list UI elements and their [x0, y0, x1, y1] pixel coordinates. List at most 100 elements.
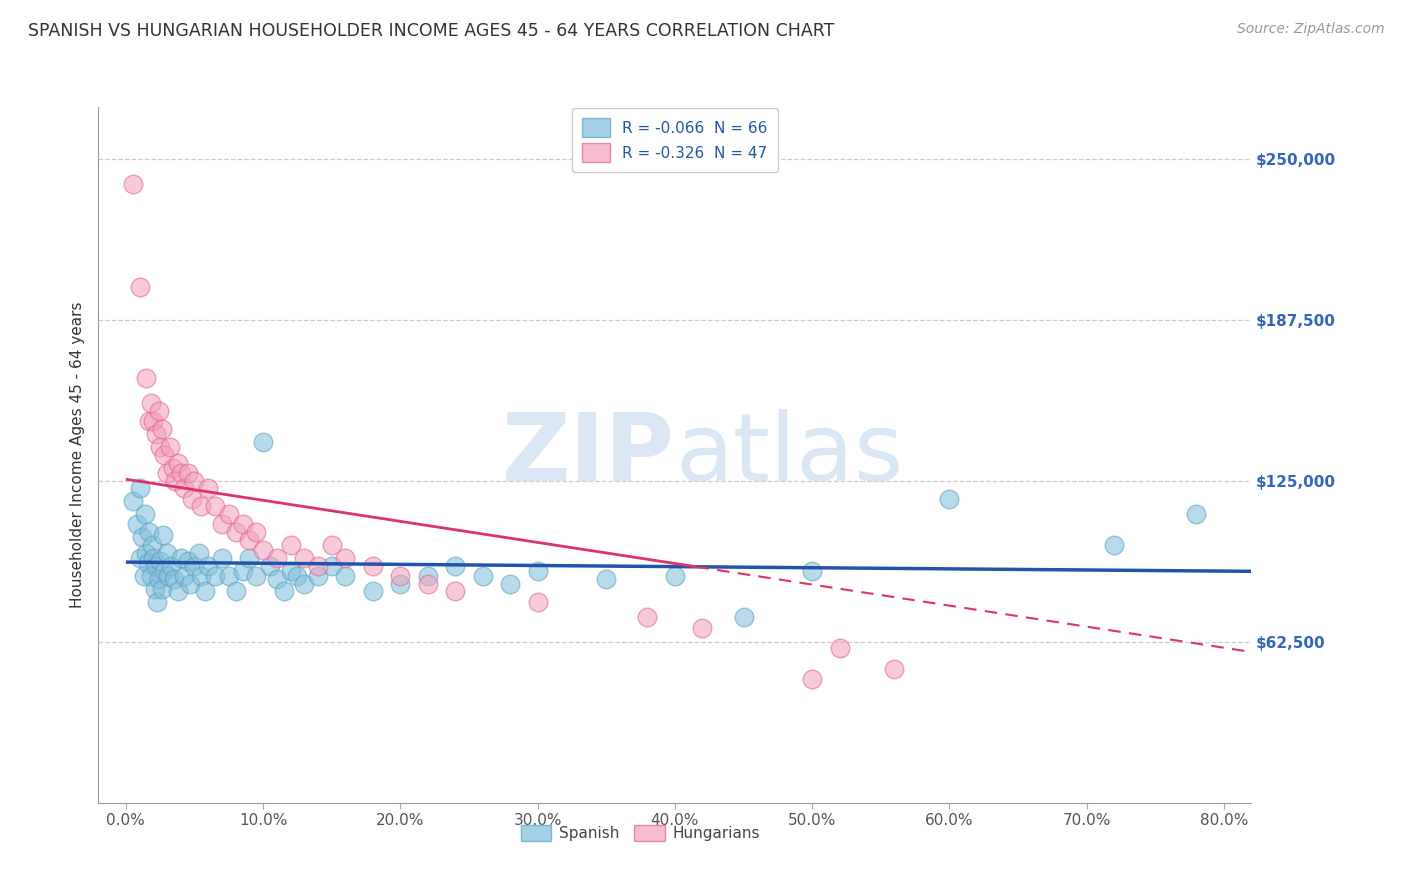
- Point: [266, 551, 288, 566]
- Point: [170, 551, 193, 566]
- Point: [156, 546, 179, 560]
- Point: [245, 569, 267, 583]
- Point: [335, 551, 357, 566]
- Point: [218, 507, 240, 521]
- Point: [225, 525, 247, 540]
- Point: [160, 558, 183, 573]
- Point: [252, 435, 274, 450]
- Point: [225, 584, 247, 599]
- Point: [141, 538, 163, 552]
- Point: [595, 572, 617, 586]
- Point: [153, 448, 176, 462]
- Point: [883, 662, 905, 676]
- Point: [163, 572, 186, 586]
- Point: [173, 482, 195, 496]
- Point: [801, 672, 824, 686]
- Point: [162, 460, 184, 475]
- Point: [231, 517, 254, 532]
- Point: [145, 427, 167, 442]
- Point: [444, 558, 467, 573]
- Point: [211, 551, 233, 566]
- Point: [152, 528, 174, 542]
- Point: [157, 569, 180, 583]
- Point: [145, 558, 167, 573]
- Point: [148, 404, 170, 418]
- Point: [197, 482, 219, 496]
- Point: [321, 538, 343, 552]
- Point: [159, 440, 181, 454]
- Point: [280, 538, 302, 552]
- Point: [176, 466, 198, 480]
- Point: [211, 517, 233, 532]
- Point: [156, 466, 179, 480]
- Text: SPANISH VS HUNGARIAN HOUSEHOLDER INCOME AGES 45 - 64 YEARS CORRELATION CHART: SPANISH VS HUNGARIAN HOUSEHOLDER INCOME …: [28, 22, 835, 40]
- Point: [238, 551, 260, 566]
- Point: [179, 576, 201, 591]
- Point: [170, 466, 193, 480]
- Point: [149, 553, 172, 567]
- Point: [183, 558, 205, 573]
- Point: [499, 576, 522, 591]
- Point: [1185, 507, 1208, 521]
- Point: [146, 595, 169, 609]
- Point: [148, 572, 170, 586]
- Point: [801, 564, 824, 578]
- Point: [335, 569, 357, 583]
- Point: [128, 482, 150, 496]
- Point: [204, 500, 226, 514]
- Point: [273, 584, 295, 599]
- Point: [173, 569, 195, 583]
- Point: [204, 569, 226, 583]
- Point: [128, 551, 150, 566]
- Point: [828, 641, 851, 656]
- Point: [238, 533, 260, 547]
- Legend: Spanish, Hungarians: Spanish, Hungarians: [515, 819, 766, 847]
- Point: [692, 621, 714, 635]
- Text: atlas: atlas: [675, 409, 903, 501]
- Point: [167, 584, 190, 599]
- Point: [135, 546, 157, 560]
- Point: [190, 500, 212, 514]
- Point: [139, 569, 162, 583]
- Point: [139, 396, 162, 410]
- Point: [183, 474, 205, 488]
- Point: [526, 595, 548, 609]
- Point: [176, 553, 198, 567]
- Point: [307, 569, 329, 583]
- Point: [134, 507, 156, 521]
- Point: [416, 569, 439, 583]
- Point: [135, 370, 157, 384]
- Point: [231, 564, 254, 578]
- Point: [121, 178, 143, 192]
- Point: [132, 569, 155, 583]
- Point: [416, 576, 439, 591]
- Point: [389, 569, 412, 583]
- Point: [361, 558, 384, 573]
- Point: [292, 576, 315, 591]
- Point: [938, 491, 960, 506]
- Point: [153, 564, 176, 578]
- Point: [287, 569, 309, 583]
- Point: [361, 584, 384, 599]
- Point: [136, 556, 159, 570]
- Point: [252, 543, 274, 558]
- Point: [125, 517, 148, 532]
- Point: [190, 569, 212, 583]
- Point: [636, 610, 658, 624]
- Point: [664, 569, 686, 583]
- Point: [142, 414, 165, 428]
- Point: [121, 494, 143, 508]
- Point: [150, 422, 173, 436]
- Point: [292, 551, 315, 566]
- Point: [187, 546, 209, 560]
- Point: [149, 440, 172, 454]
- Point: [143, 582, 166, 596]
- Point: [194, 584, 217, 599]
- Point: [167, 456, 190, 470]
- Point: [389, 576, 412, 591]
- Point: [128, 280, 150, 294]
- Point: [471, 569, 494, 583]
- Point: [266, 572, 288, 586]
- Text: ZIP: ZIP: [502, 409, 675, 501]
- Point: [280, 564, 302, 578]
